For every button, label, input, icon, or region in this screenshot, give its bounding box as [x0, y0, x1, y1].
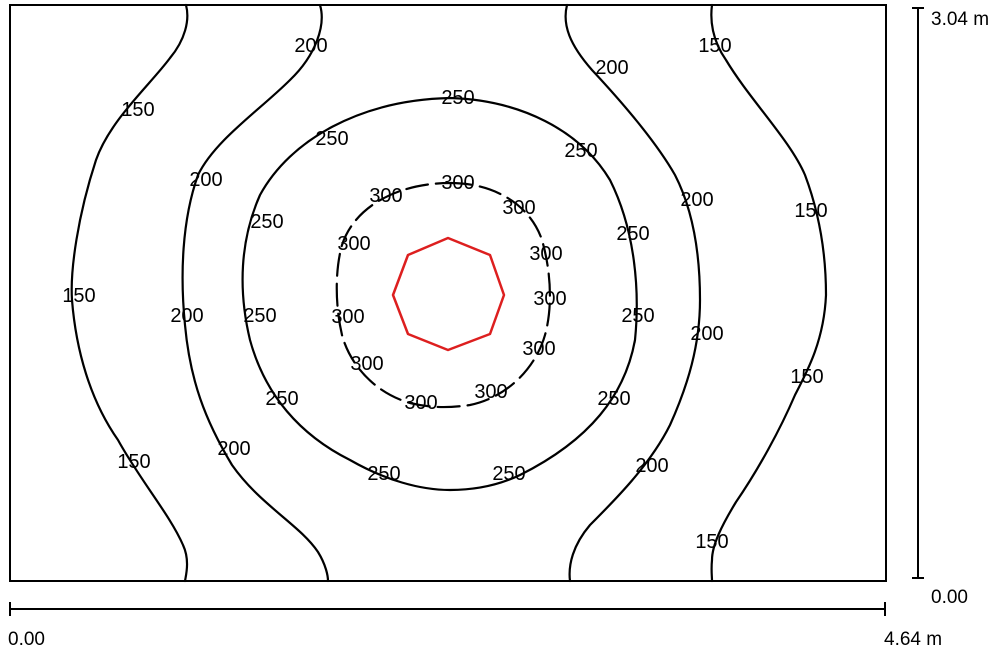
- label-250: 250: [367, 463, 400, 485]
- isoline-200-right: [564, 3, 702, 583]
- label-300: 300: [441, 172, 474, 194]
- label-150: 150: [790, 366, 823, 388]
- isoline-labels: 150 150 150 150 150 150 150 200 200 200 …: [62, 35, 827, 553]
- x-scale-bar: [9, 602, 886, 616]
- isoline-200-left: [181, 3, 330, 583]
- label-300: 300: [533, 288, 566, 310]
- label-250: 250: [621, 305, 654, 327]
- y-scale-bar: [912, 7, 924, 579]
- label-250: 250: [250, 211, 283, 233]
- label-150: 150: [794, 200, 827, 222]
- y-scale-end-label: 3.04 m: [931, 9, 989, 30]
- label-250: 250: [315, 128, 348, 150]
- label-250: 250: [265, 388, 298, 410]
- label-200: 200: [170, 305, 203, 327]
- label-150: 150: [695, 531, 728, 553]
- luminaire-outline: [391, 236, 506, 352]
- label-300: 300: [529, 243, 562, 265]
- x-scale-start-label: 0.00: [8, 629, 45, 650]
- label-200: 200: [217, 438, 250, 460]
- label-200: 200: [294, 35, 327, 57]
- x-scale-end-label: 4.64 m: [884, 629, 942, 650]
- label-300: 300: [350, 353, 383, 375]
- label-150: 150: [121, 99, 154, 121]
- label-150: 150: [698, 35, 731, 57]
- label-250: 250: [597, 388, 630, 410]
- y-scale-start-label: 0.00: [931, 587, 968, 608]
- label-200: 200: [635, 455, 668, 477]
- isoline-150-left: [70, 3, 189, 583]
- label-250: 250: [616, 223, 649, 245]
- label-300: 300: [502, 197, 535, 219]
- isoline-250: [241, 96, 638, 492]
- label-250: 250: [564, 140, 597, 162]
- label-300: 300: [404, 392, 437, 414]
- label-300: 300: [474, 381, 507, 403]
- label-300: 300: [331, 306, 364, 328]
- label-250: 250: [243, 305, 276, 327]
- isoline-300: [335, 181, 551, 409]
- label-250: 250: [492, 463, 525, 485]
- label-300: 300: [337, 233, 370, 255]
- label-300: 300: [369, 185, 402, 207]
- label-300: 300: [522, 338, 555, 360]
- label-200: 200: [680, 189, 713, 211]
- label-150: 150: [62, 285, 95, 307]
- label-250: 250: [441, 87, 474, 109]
- label-150: 150: [117, 451, 150, 473]
- isoline-150-right: [710, 3, 828, 583]
- plot-frame: [9, 4, 887, 582]
- label-200: 200: [690, 323, 723, 345]
- label-200: 200: [595, 57, 628, 79]
- label-200: 200: [189, 169, 222, 191]
